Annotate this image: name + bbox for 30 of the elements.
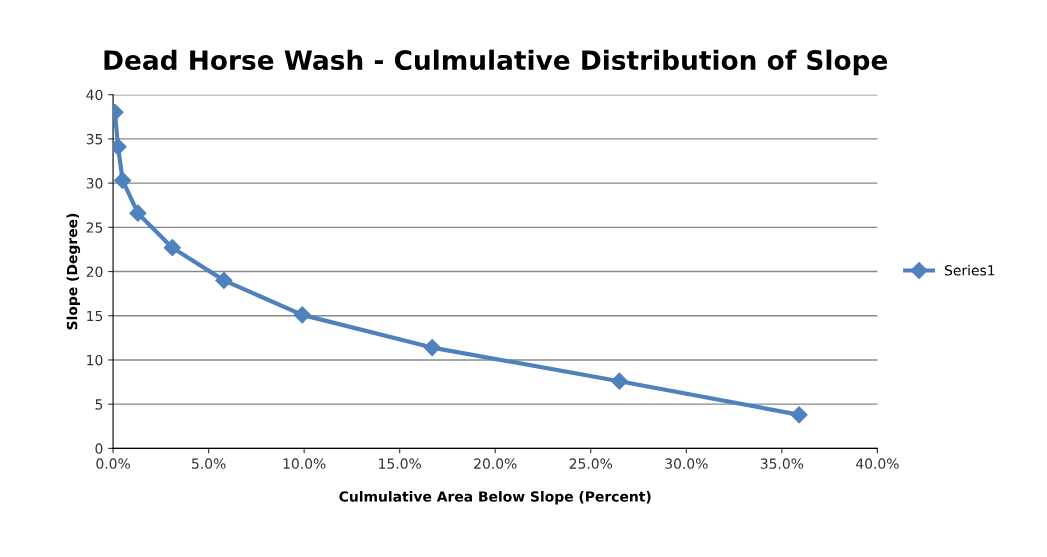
y-tick-label: 35 (86, 133, 103, 145)
x-tick-label: 0.0% (96, 458, 130, 469)
point (129, 204, 147, 222)
x-tick-label: 10.0% (283, 458, 326, 469)
y-tick-label: 20 (86, 266, 103, 278)
point (423, 339, 441, 357)
point (114, 171, 132, 190)
point (215, 271, 233, 289)
y-tick-label: 5 (95, 399, 103, 410)
x-tick-label: 30.0% (665, 458, 708, 469)
y-tick-label: 25 (86, 222, 103, 233)
y-tick-label: 15 (87, 310, 103, 322)
point (163, 239, 181, 257)
x-tick-label: 40.0% (856, 458, 899, 469)
x-tick-label: 15.0% (379, 458, 421, 469)
y-tick-label: 0 (95, 443, 103, 454)
chart-title: Dead Horse Wash - Culmulative Distribution of Slope (104, 49, 888, 76)
point (610, 372, 628, 390)
legend-label: Series1 (944, 264, 995, 276)
y-tick-label: 10 (87, 354, 103, 366)
x-axis-title: Culmulative Area Below Slope (Percent) (339, 490, 651, 505)
x-tick-label: 20.0% (474, 458, 517, 469)
x-tick-label: 5.0% (192, 458, 226, 469)
x-tick-label: 35.0% (760, 458, 804, 469)
y-axis-title: Slope (Degree) (66, 213, 81, 330)
x-tick-label: 25.0% (569, 458, 613, 469)
y-tick-label: 30 (86, 178, 103, 189)
point (790, 406, 808, 424)
y-tick-label: 40 (86, 89, 103, 101)
point (293, 306, 311, 324)
